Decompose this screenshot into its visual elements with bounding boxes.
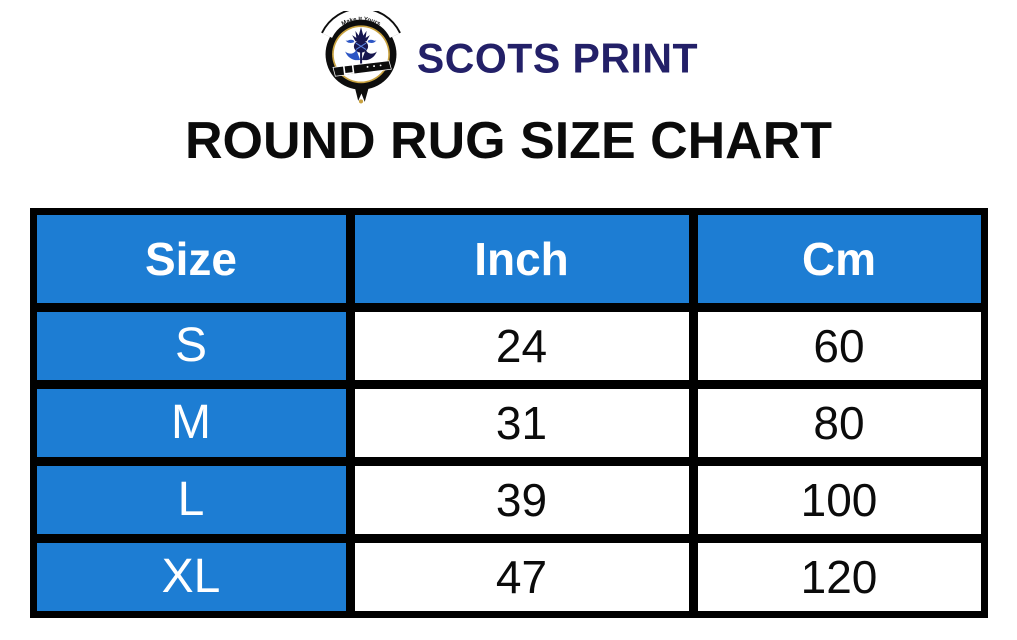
size-cell: M (36, 389, 346, 457)
cm-value-cell: 120 (697, 543, 981, 611)
size-chart-table: Size Inch Cm S 24 60 M 31 80 L 39 100 XL… (29, 208, 988, 618)
cm-value-cell: 100 (697, 466, 981, 534)
column-header-cm: Cm (697, 215, 981, 303)
brand-logo: Make It Yours SCOTS PRINT (0, 0, 1017, 106)
size-cell: L (36, 466, 346, 534)
inch-value-cell: 31 (354, 389, 689, 457)
badge-motto-text: Make It Yours (341, 17, 382, 28)
inch-value-cell: 47 (354, 543, 689, 611)
brand-name: SCOTS PRINT (416, 34, 699, 81)
column-header-inch: Inch (354, 215, 689, 303)
cm-value-cell: 60 (697, 312, 981, 380)
cm-value-cell: 80 (697, 389, 981, 457)
inch-value-cell: 24 (354, 312, 689, 380)
thistle-icon (345, 27, 377, 64)
size-cell: S (36, 312, 346, 380)
column-header-size: Size (36, 215, 346, 303)
size-cell: XL (36, 543, 346, 611)
scots-print-crest-badge-icon: Make It Yours (321, 11, 401, 104)
page-title: ROUND RUG SIZE CHART (184, 112, 833, 170)
inch-value-cell: 39 (354, 466, 689, 534)
